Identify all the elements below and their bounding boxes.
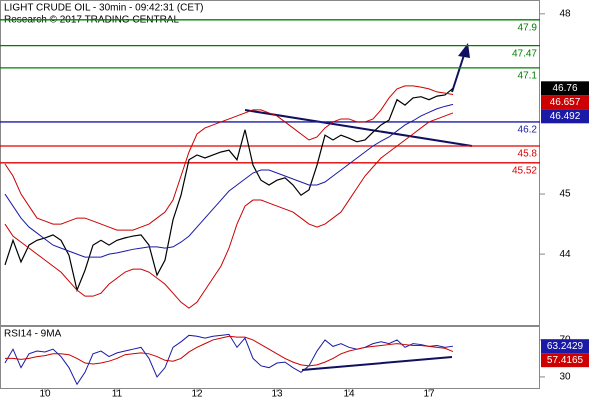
- chart-title: LIGHT CRUDE OIL - 30min - 09:42:31 (CET): [4, 3, 204, 14]
- value-tag-label: 63.2429: [547, 341, 584, 352]
- forecast-arrow: [451, 54, 465, 93]
- rsi-trendline: [301, 356, 453, 371]
- value-tag: [541, 81, 589, 96]
- y-tick-label: 30: [559, 372, 571, 383]
- value-tag: [541, 353, 589, 368]
- level-label: 47.9: [518, 22, 538, 33]
- level-label: 46.2: [518, 125, 538, 136]
- series-line: [5, 335, 454, 367]
- rsi-pane: [0, 326, 540, 389]
- level-label: 45.52: [512, 165, 537, 176]
- value-tag-label: 46.76: [552, 83, 577, 94]
- level-label: 47.1: [518, 71, 538, 82]
- x-tick-label: 10: [39, 389, 51, 400]
- value-tag: [541, 95, 589, 110]
- y-tick-label: 48: [559, 8, 571, 19]
- value-tag-label: 46.492: [550, 111, 581, 122]
- trendline: [244, 109, 473, 147]
- y-tick-label: 45: [559, 189, 571, 200]
- y-tick-label: 44: [559, 249, 571, 260]
- x-tick-label: 11: [112, 389, 123, 400]
- rsi-title: RSI14 - 9MA: [4, 329, 62, 340]
- x-tick-label: 13: [271, 389, 283, 400]
- series-line: [4, 333, 454, 386]
- arrow-head: [458, 43, 470, 58]
- x-tick-label: 17: [423, 389, 435, 400]
- series-line: [4, 112, 454, 309]
- value-tag: [541, 109, 589, 124]
- level-label: 47.47: [512, 48, 537, 59]
- series-line: [4, 85, 454, 231]
- value-tag-label: 46.657: [550, 97, 581, 108]
- series-line: [4, 103, 454, 258]
- series-line: [4, 87, 454, 293]
- x-tick-label: 12: [191, 389, 203, 400]
- level-label: 45.8: [518, 149, 538, 160]
- value-tag: [541, 339, 589, 354]
- value-tag-label: 57.4165: [547, 355, 584, 366]
- x-tick-label: 14: [343, 389, 355, 400]
